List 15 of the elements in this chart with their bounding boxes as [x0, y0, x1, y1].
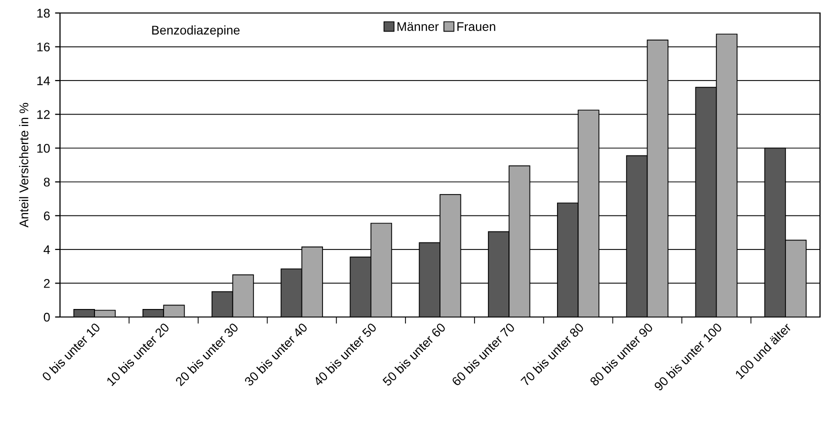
y-axis-title: Anteil Versicherte in % [19, 102, 28, 228]
text: Benzodiazepine [152, 25, 240, 38]
y-tick-label: 4 [44, 245, 50, 254]
legend-label: Frauen [457, 22, 496, 31]
x-tick-label: 100 und älter [734, 322, 792, 380]
y-tick-label: 18 [37, 8, 50, 18]
y-tick-label: 16 [37, 42, 50, 52]
y-tick-label: 2 [44, 279, 50, 288]
y-tick-label: 10 [37, 144, 50, 153]
y-tick-label: 6 [44, 211, 50, 220]
y-tick-label: 12 [37, 110, 50, 119]
y-tick-label: 14 [37, 76, 50, 86]
y-tick-label: 8 [44, 178, 50, 187]
y-tick-label: 0 [44, 312, 50, 322]
legend-label: Männer [398, 22, 439, 31]
